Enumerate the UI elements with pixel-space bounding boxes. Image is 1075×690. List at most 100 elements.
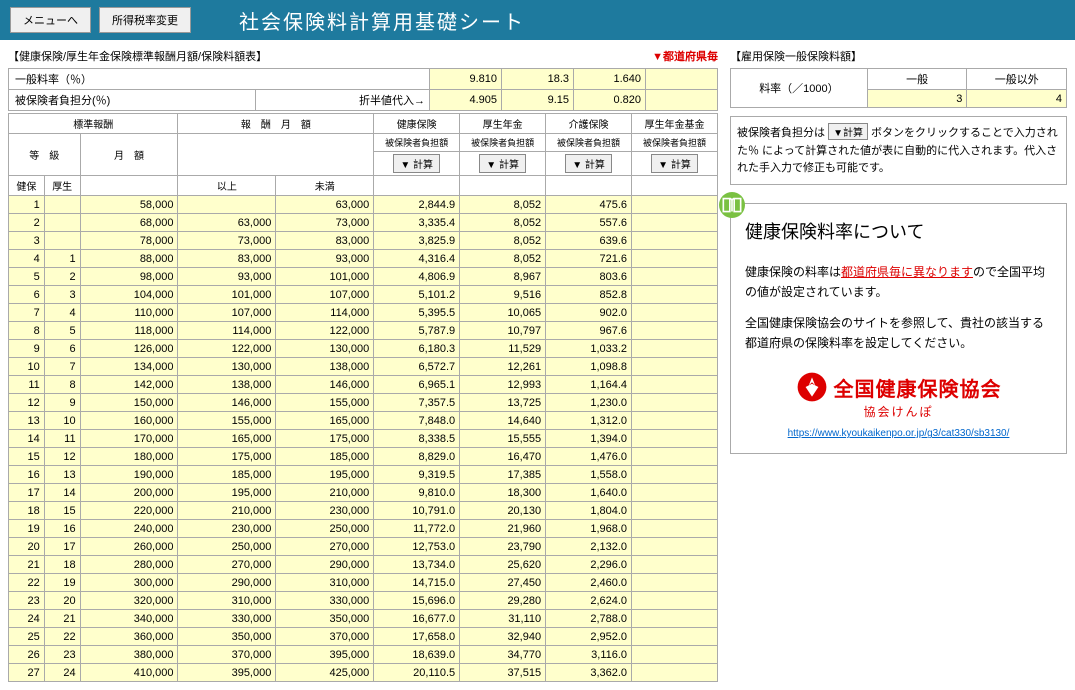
- table-cell: 93,000: [276, 250, 374, 268]
- table-cell: 8: [9, 322, 45, 340]
- table-cell: 340,000: [80, 610, 178, 628]
- table-cell: [632, 430, 718, 448]
- hdr-health-col: 健保: [9, 176, 45, 196]
- table-cell: 5,395.5: [374, 304, 460, 322]
- hdr-burden-4: 被保険者負担額: [632, 134, 718, 152]
- table-cell: 73,000: [178, 232, 276, 250]
- table-cell: [632, 574, 718, 592]
- table-cell: 8,052: [460, 214, 546, 232]
- table-cell: 8,052: [460, 232, 546, 250]
- table-cell: [632, 268, 718, 286]
- table-cell: 11,772.0: [374, 520, 460, 538]
- table-cell: 1: [44, 250, 80, 268]
- table-cell: 9,810.0: [374, 484, 460, 502]
- table-cell: 14: [9, 430, 45, 448]
- table-cell: 17,658.0: [374, 628, 460, 646]
- table-row: 96126,000122,000130,0006,180.311,5291,03…: [9, 340, 718, 358]
- table-cell: 270,000: [276, 538, 374, 556]
- kenpo-url-link[interactable]: https://www.kyoukaikenpo.or.jp/g3/cat330…: [745, 428, 1052, 439]
- table-cell: [632, 628, 718, 646]
- table-cell: 240,000: [80, 520, 178, 538]
- table-cell: 10,065: [460, 304, 546, 322]
- table-row: 2219300,000290,000310,00014,715.027,4502…: [9, 574, 718, 592]
- table-cell: 250,000: [276, 520, 374, 538]
- table-cell: 170,000: [80, 430, 178, 448]
- table-cell: 230,000: [276, 502, 374, 520]
- burden-pension[interactable]: 9.15: [502, 90, 574, 111]
- table-cell: 23: [44, 646, 80, 664]
- burden-care[interactable]: 0.820: [574, 90, 646, 111]
- non-general-value[interactable]: 4: [967, 90, 1067, 108]
- table-cell: 25,620: [460, 556, 546, 574]
- table-cell: 2,132.0: [546, 538, 632, 556]
- calc-btn-health[interactable]: ▼ 計算: [393, 154, 440, 173]
- table-cell: 12,993: [460, 376, 546, 394]
- rate-fund[interactable]: [646, 69, 718, 90]
- hdr-rem-monthly: 報 酬 月 額: [178, 114, 374, 134]
- table-cell: 2,788.0: [546, 610, 632, 628]
- pref-differ-link[interactable]: 都道府県毎に異なります: [841, 265, 973, 279]
- inline-calc-btn[interactable]: ▼計算: [828, 123, 868, 140]
- general-value[interactable]: 3: [867, 90, 967, 108]
- table-cell: 73,000: [276, 214, 374, 232]
- non-general-label: 一般以外: [967, 69, 1067, 90]
- table-cell: 3,116.0: [546, 646, 632, 664]
- table-cell: 98,000: [80, 268, 178, 286]
- table-cell: 350,000: [276, 610, 374, 628]
- menu-button[interactable]: メニューへ: [10, 7, 91, 33]
- rate-care[interactable]: 1.640: [574, 69, 646, 90]
- table-cell: 134,000: [80, 358, 178, 376]
- table-cell: 16,677.0: [374, 610, 460, 628]
- table-cell: 9: [44, 394, 80, 412]
- table-cell: 360,000: [80, 628, 178, 646]
- table-cell: 21: [44, 610, 80, 628]
- burden-rate-label: 被保険者負担分(％): [9, 90, 256, 111]
- table-cell: [632, 214, 718, 232]
- table-cell: 8,967: [460, 268, 546, 286]
- table-cell: 330,000: [178, 610, 276, 628]
- hdr-over: 以上: [178, 176, 276, 196]
- hdr-monthly: 月 額: [80, 134, 178, 176]
- table-cell: 18: [44, 556, 80, 574]
- table-cell: [632, 520, 718, 538]
- table-row: 2724410,000395,000425,00020,110.537,5153…: [9, 664, 718, 682]
- hdr-under: 未満: [276, 176, 374, 196]
- table-cell: [632, 232, 718, 250]
- book-icon: [719, 192, 745, 218]
- left-section-label: 【健康保険/厚生年金保険標準報酬月額/保険料額表】: [8, 48, 267, 64]
- hdr-pension: 厚生年金: [460, 114, 546, 134]
- table-cell: 24: [44, 664, 80, 682]
- table-cell: 4,806.9: [374, 268, 460, 286]
- tax-rate-button[interactable]: 所得税率変更: [99, 7, 191, 33]
- table-cell: 557.6: [546, 214, 632, 232]
- table-cell: 3: [44, 286, 80, 304]
- table-cell: 11,529: [460, 340, 546, 358]
- rate-pension[interactable]: 18.3: [502, 69, 574, 90]
- calc-btn-fund[interactable]: ▼ 計算: [651, 154, 698, 173]
- table-cell: 16: [44, 520, 80, 538]
- table-row: 1411170,000165,000175,0008,338.515,5551,…: [9, 430, 718, 448]
- table-cell: 83,000: [178, 250, 276, 268]
- table-row: 1815220,000210,000230,00010,791.020,1301…: [9, 502, 718, 520]
- table-cell: 118,000: [80, 322, 178, 340]
- burden-fund[interactable]: [646, 90, 718, 111]
- table-cell: 24: [9, 610, 45, 628]
- rate-health[interactable]: 9.810: [430, 69, 502, 90]
- table-cell: 7,848.0: [374, 412, 460, 430]
- kenpo-logo-icon: [796, 371, 828, 403]
- table-cell: [632, 376, 718, 394]
- table-cell: 1,164.4: [546, 376, 632, 394]
- calc-btn-care[interactable]: ▼ 計算: [565, 154, 612, 173]
- table-cell: 1,640.0: [546, 484, 632, 502]
- burden-health[interactable]: 4.905: [430, 90, 502, 111]
- table-row: 1512180,000175,000185,0008,829.016,4701,…: [9, 448, 718, 466]
- table-cell: 639.6: [546, 232, 632, 250]
- table-row: 129150,000146,000155,0007,357.513,7251,2…: [9, 394, 718, 412]
- table-cell: 5,787.9: [374, 322, 460, 340]
- table-cell: 195,000: [276, 466, 374, 484]
- table-row: 1310160,000155,000165,0007,848.014,6401,…: [9, 412, 718, 430]
- table-cell: 146,000: [178, 394, 276, 412]
- calc-btn-pension[interactable]: ▼ 計算: [479, 154, 526, 173]
- table-row: 2118280,000270,000290,00013,734.025,6202…: [9, 556, 718, 574]
- table-cell: 114,000: [276, 304, 374, 322]
